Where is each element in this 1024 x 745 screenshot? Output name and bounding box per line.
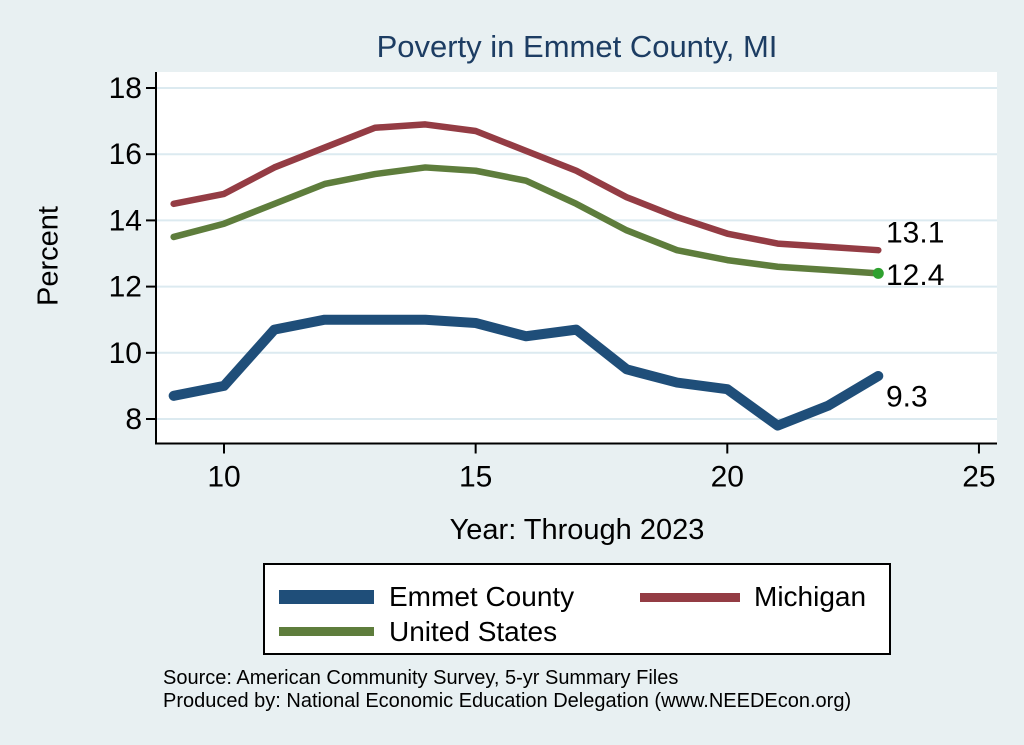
series-end-label-michigan: 13.1 [886, 217, 944, 250]
legend-swatch-emmet-county [279, 590, 374, 604]
series-end-dot-united-states [872, 267, 884, 279]
x-axis-title: Year: Through 2023 [449, 514, 705, 546]
footer: Source: American Community Survey, 5-yr … [163, 667, 851, 713]
x-tick-label-20: 20 [711, 461, 744, 494]
x-tick-label-25: 25 [962, 461, 995, 494]
footer-produced-line: Produced by: National Economic Education… [163, 690, 852, 712]
footer-source-line: Source: American Community Survey, 5-yr … [163, 667, 679, 689]
y-tick-label-14: 14 [109, 204, 142, 237]
y-tick-label-16: 16 [109, 138, 142, 171]
legend-label-michigan: Michigan [754, 581, 867, 612]
series-line-michigan [170, 121, 882, 254]
plot-area [156, 72, 997, 444]
y-tick-label-18: 18 [109, 72, 142, 105]
y-tick-label-8: 8 [125, 403, 142, 436]
series-end-label-united-states: 12.4 [886, 259, 944, 292]
series-line-emmet-county [168, 314, 884, 431]
y-tick-label-10: 10 [109, 337, 142, 370]
series-line-united-states [170, 164, 882, 277]
legend: Emmet County Michigan United States [263, 563, 891, 655]
y-tick-label-12: 12 [109, 271, 142, 304]
chart-title: Poverty in Emmet County, MI [376, 29, 778, 64]
legend-label-united-states: United States [389, 616, 558, 647]
legend-swatch-united-states [279, 627, 374, 636]
y-axis-title: Percent [32, 206, 65, 306]
x-tick-label-15: 15 [459, 461, 492, 494]
legend-label-emmet-county: Emmet County [389, 581, 575, 612]
x-tick-label-10: 10 [207, 461, 240, 494]
series-end-label-emmet-county: 9.3 [886, 380, 928, 413]
legend-swatch-michigan [640, 593, 740, 602]
